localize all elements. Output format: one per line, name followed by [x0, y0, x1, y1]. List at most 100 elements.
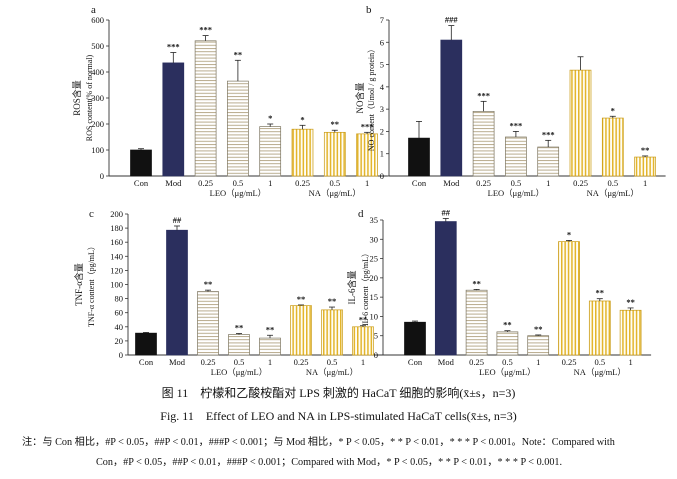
panel-a-sig-label-2: ***: [199, 25, 212, 35]
panel-a-category-label-6: 0.5: [329, 178, 340, 188]
panel-d-y-tick-label: 10: [370, 311, 379, 321]
panel-c-y-tick-label: 160: [110, 237, 123, 247]
panel-a-y-subtitle: ROS content(% of normal): [85, 54, 94, 141]
panel-c-y-tick-label: 0: [119, 350, 123, 360]
figure-caption-en: Fig. 11 Effect of LEO and NA in LPS-stim…: [160, 409, 517, 423]
panel-b-y-tick-label: 5: [380, 60, 384, 70]
panel-b-bar-0: [408, 137, 430, 177]
panel-b-category-label-0: Con: [412, 178, 427, 188]
panel-c-sig-label-7: **: [359, 315, 368, 325]
panel-a-bar-3: [227, 80, 249, 177]
panel-b-bar-2: [472, 111, 495, 177]
panel-d-category-label-5: 0.25: [562, 357, 577, 367]
panel-d-y-subtitle: IL-6 content（pg/mL）: [361, 249, 370, 326]
panel-c-group-label-leo: LEO（μg/mL）: [211, 367, 268, 377]
panel-d-y-tick-label: 25: [370, 254, 379, 264]
panel-d-category-label-4: 1: [536, 357, 540, 367]
panel-b-sig-label-7: **: [641, 145, 650, 155]
panel-a-y-tick-label: 200: [91, 119, 104, 129]
panel-c-bar-0: [135, 332, 157, 356]
panel-d-category-label-1: Mod: [438, 357, 455, 367]
panel-a-sig-label-1: ***: [167, 42, 180, 52]
panel-b-category-label-2: 0.25: [476, 178, 491, 188]
panel-c-bar-1: [166, 229, 188, 356]
panel-a-category-label-0: Con: [134, 178, 149, 188]
panel-c-y-tick-label: 100: [110, 280, 123, 290]
panel-b-bar-1: [440, 39, 463, 177]
panel-d-category-label-7: 1: [628, 357, 632, 367]
panel-d-y-tick-label: 5: [374, 331, 378, 341]
panel-d-y-tick-label: 15: [370, 292, 379, 302]
panel-c-y-tick-label: 20: [115, 336, 124, 346]
panel-a-sig-label-4: *: [268, 113, 272, 123]
panel-d-sig-label-5: *: [567, 229, 571, 239]
panel-d-sig-label-7: **: [626, 297, 635, 307]
panel-b-bar-3: [505, 136, 527, 177]
panel-b-sig-label-1: ###: [445, 15, 459, 25]
panel-d-category-label-0: Con: [408, 357, 423, 367]
panel-a-group-label-leo: LEO（μg/mL）: [210, 188, 267, 198]
panel-a-bar-6: [323, 131, 346, 177]
panel-b-category-label-5: 0.25: [573, 178, 588, 188]
figure-note-line-2: Con，#P < 0.05，##P < 0.01，###P < 0.001；Co…: [96, 457, 563, 468]
panel-b-category-label-7: 1: [643, 178, 647, 188]
panel-c-y-tick-label: 140: [110, 251, 123, 261]
panel-c-sig-label-1: ##: [173, 215, 182, 225]
panel-d-sig-label-6: **: [596, 288, 605, 298]
panel-c-category-label-4: 1: [268, 357, 272, 367]
panel-b-category-label-6: 0.5: [607, 178, 618, 188]
panel-b-label: b: [366, 4, 372, 16]
panel-d-y-tick-label: 30: [370, 234, 379, 244]
panel-b-sig-label-3: ***: [510, 120, 523, 130]
panel-b-y-tick-label: 0: [380, 171, 384, 181]
panel-a-sig-label-5: *: [300, 114, 304, 124]
panel-b-sig-label-4: ***: [542, 129, 555, 139]
panel-b-y-title: NO含量: [354, 83, 365, 114]
panel-c-y-subtitle: TNF-α content（pg/mL）: [87, 242, 96, 327]
panel-d-sig-label-2: **: [472, 278, 481, 288]
panel-b-y-subtitle: NO content（Umol / g protein）: [367, 45, 376, 151]
panel-b-bar-7: [634, 156, 656, 177]
panel-a-group-label-na: NA（μg/mL）: [309, 188, 361, 198]
panel-d-bar-6: [588, 300, 611, 356]
panel-c-category-label-1: Mod: [169, 357, 186, 367]
panel-b-y-tick-label: 6: [380, 37, 384, 47]
panel-c-y-tick-label: 200: [110, 209, 123, 219]
panel-d-y-tick-label: 20: [370, 273, 379, 283]
panel-d-bar-2: [465, 289, 488, 356]
panel-d-bar-0: [404, 321, 426, 356]
panel-d-group-label-leo: LEO（μg/mL）: [479, 367, 536, 377]
panel-d-y-title: IL-6含量: [346, 271, 357, 305]
panel-d-bar-5: [558, 241, 580, 356]
panel-c-category-label-2: 0.25: [201, 357, 216, 367]
panel-c-sig-label-6: **: [328, 296, 337, 306]
panel-c-bar-3: [228, 334, 250, 356]
panel-a-category-label-3: 0.5: [233, 178, 244, 188]
panel-b-category-label-4: 1: [546, 178, 550, 188]
panel-b-y-tick-label: 1: [380, 149, 384, 159]
panel-c-category-label-6: 0.5: [327, 357, 338, 367]
panel-b-bar-6: [601, 117, 624, 177]
panel-c-sig-label-4: **: [266, 324, 275, 334]
panel-c-category-label-0: Con: [139, 357, 154, 367]
panel-d-y-tick-label: 0: [374, 350, 378, 360]
panel-d-category-label-2: 0.25: [469, 357, 484, 367]
panel-a-sig-label-3: **: [234, 49, 243, 59]
panel-b-y-tick-label: 2: [380, 126, 384, 136]
panel-a-category-label-1: Mod: [165, 178, 182, 188]
panel-c-bar-7: [352, 326, 374, 356]
panel-c-category-label-3: 0.5: [234, 357, 245, 367]
panel-c-sig-label-2: **: [204, 279, 213, 289]
panel-a-y-title: ROS含量: [71, 80, 82, 116]
panel-a-category-label-2: 0.25: [198, 178, 213, 188]
panel-a-sig-label-6: **: [331, 119, 340, 129]
panel-c-bar-5: [290, 305, 312, 356]
panel-c-y-tick-label: 60: [115, 308, 124, 318]
figure-caption-cn: 图 11 柠檬和乙酸桉酯对 LPS 刺激的 HaCaT 细胞的影响(x̄±s，n…: [161, 386, 516, 400]
panel-b-y-tick-label: 7: [380, 15, 384, 25]
panel-d-bar-4: [527, 335, 550, 356]
panel-c-sig-label-5: **: [297, 294, 306, 304]
panel-a-label: a: [91, 4, 96, 16]
panel-d-label: d: [358, 208, 364, 220]
panel-b-sig-label-2: ***: [477, 90, 490, 100]
